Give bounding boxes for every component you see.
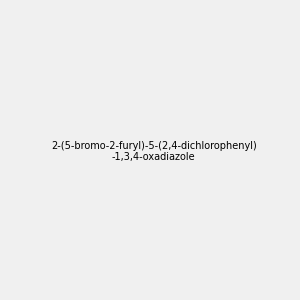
Text: 2-(5-bromo-2-furyl)-5-(2,4-dichlorophenyl)
-1,3,4-oxadiazole: 2-(5-bromo-2-furyl)-5-(2,4-dichloropheny… xyxy=(51,141,256,162)
